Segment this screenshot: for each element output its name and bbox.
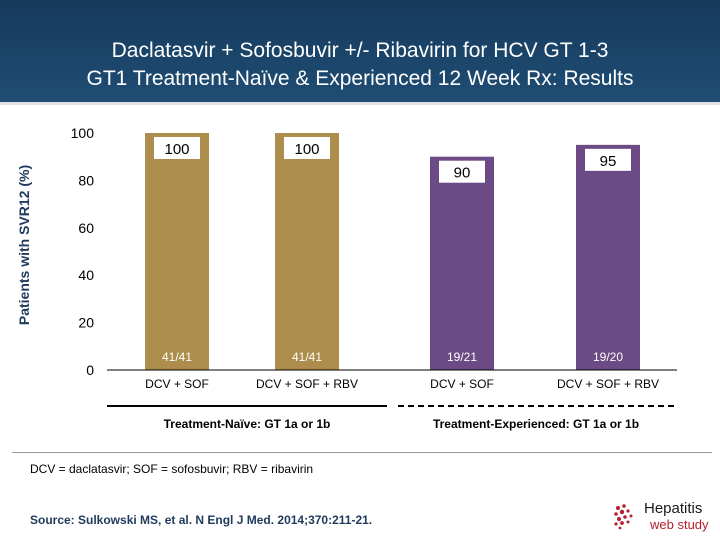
footnote-divider — [12, 452, 712, 453]
value-label-box-2 — [439, 160, 485, 183]
banner-divider — [0, 102, 720, 105]
logo-sub-text: web study — [650, 517, 709, 532]
y-tick-label-1: 20 — [78, 315, 94, 331]
svr12-bar-chart: 0 20 40 60 80 100 100 100 90 95 41/41 41/41 19/21 19/… — [71, 125, 677, 391]
logo-main-text: Hepatitis — [644, 500, 703, 517]
count-label-2: 19/21 — [447, 350, 477, 364]
group-bracket-experienced — [398, 405, 674, 407]
value-label-box-1 — [284, 137, 330, 159]
y-tick-label-2: 40 — [78, 267, 94, 283]
bar-1 — [275, 133, 339, 370]
x-category-label-1: DCV + SOF + RBV — [256, 377, 358, 391]
count-label-0: 41/41 — [162, 350, 192, 364]
bar-2 — [430, 156, 494, 370]
hepatitis-web-study-logo: Hepatitis web study — [612, 498, 716, 536]
y-tick-label-4: 80 — [78, 172, 94, 188]
logo-dots-icon — [614, 504, 633, 530]
bar-3 — [576, 144, 640, 370]
value-label-box-0 — [154, 137, 200, 159]
source-citation: Source: Sulkowski MS, et al. N Engl J Me… — [30, 513, 373, 527]
value-label-2: 90 — [454, 165, 471, 182]
x-category-label-3: DCV + SOF + RBV — [557, 377, 659, 391]
group-label-naive: Treatment-Naïve: GT 1a or 1b — [163, 417, 331, 431]
x-category-label-2: DCV + SOF — [430, 377, 494, 391]
y-tick-label-5: 100 — [71, 125, 95, 141]
title-banner: Daclatasvir + Sofosbuvir +/- Ribavirin f… — [0, 0, 720, 102]
count-label-1: 41/41 — [292, 350, 322, 364]
value-label-1: 100 — [294, 141, 319, 158]
x-category-label-0: DCV + SOF — [145, 377, 209, 391]
value-label-3: 95 — [600, 153, 617, 170]
group-label-experienced: Treatment-Experienced: GT 1a or 1b — [432, 417, 640, 431]
y-tick-label-3: 60 — [78, 220, 94, 236]
slide-title-line2: GT1 Treatment-Naïve & Experienced 12 Wee… — [86, 67, 634, 90]
group-bracket-naive — [107, 405, 387, 407]
slide-title-line1: Daclatasvir + Sofosbuvir +/- Ribavirin f… — [111, 39, 609, 62]
value-label-0: 100 — [164, 141, 189, 158]
y-tick-label-0: 0 — [86, 362, 94, 378]
count-label-3: 19/20 — [593, 350, 623, 364]
value-label-box-3 — [585, 148, 631, 171]
abbreviation-footnote: DCV = daclatasvir; SOF = sofosbuvir; RBV… — [30, 462, 314, 476]
bar-0 — [145, 133, 209, 370]
